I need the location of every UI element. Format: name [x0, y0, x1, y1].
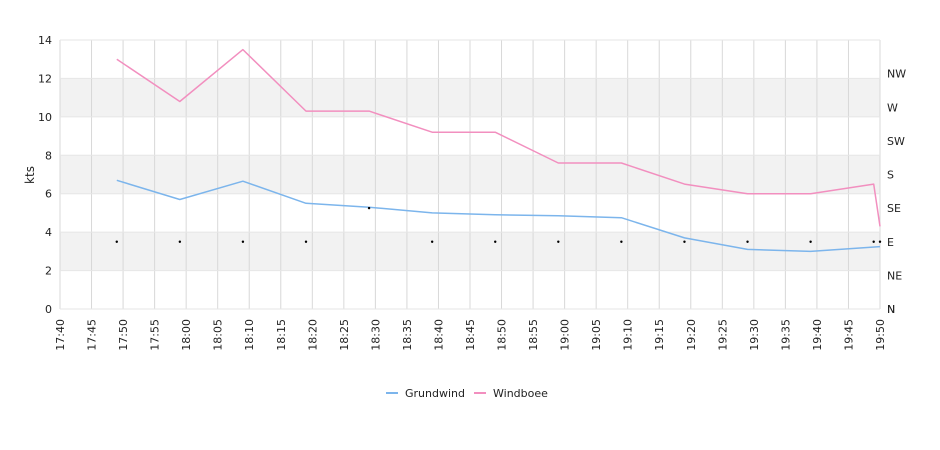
y-gridlines: [60, 39, 880, 310]
y-tick-label: 6: [45, 188, 52, 201]
y-tick-label: 8: [45, 149, 52, 162]
direction-point: [746, 240, 749, 243]
x-tick-label: 19:50: [874, 319, 887, 351]
direction-point: [878, 240, 882, 243]
x-tick-label: 18:45: [464, 319, 477, 351]
direction-tick-label: W: [887, 101, 898, 114]
x-axis-ticks: 17:40 17:45 17:50 17:55 18:00 18:05 18:10 18:15…: [54, 319, 887, 351]
x-tick-label: 19:15: [653, 319, 666, 351]
y-axis-left-ticks: 0 2 4 6 8 10 12 14: [38, 34, 52, 316]
x-tick-label: 17:55: [149, 319, 162, 351]
direction-point: [620, 240, 623, 243]
x-tick-label: 19:35: [779, 319, 792, 351]
x-tick-label: 19:10: [622, 319, 635, 351]
x-tick-label: 17:45: [86, 319, 99, 351]
direction-point: [367, 206, 371, 210]
y-tick-label: 10: [38, 111, 52, 124]
direction-tick-label: NW: [887, 68, 906, 81]
legend-item-windboee[interactable]: Windboee: [474, 387, 548, 400]
x-tick-label: 18:30: [369, 319, 382, 351]
x-tick-label: 19:30: [748, 319, 761, 351]
x-tick-label: 19:05: [590, 319, 603, 351]
direction-tick-label: N: [887, 303, 895, 316]
y-tick-label: 0: [45, 303, 52, 316]
y-tick-label: 14: [38, 34, 52, 47]
x-tick-label: 19:20: [685, 319, 698, 351]
x-gridlines: [59, 40, 881, 309]
x-tick-label: 18:40: [432, 319, 445, 351]
x-tick-label: 18:25: [338, 319, 351, 351]
direction-point: [115, 240, 118, 243]
x-tick-label: 17:40: [54, 319, 67, 351]
x-tick-label: 18:15: [275, 319, 288, 351]
x-tick-label: 19:45: [842, 319, 855, 351]
direction-point: [494, 240, 497, 243]
y-tick-label: 12: [38, 72, 52, 85]
x-tick-label: 19:25: [716, 319, 729, 351]
y-tick-label: 2: [45, 265, 52, 278]
y-axis-title: kts: [23, 166, 37, 184]
direction-point: [430, 240, 434, 243]
x-tick-label: 18:10: [243, 319, 256, 351]
direction-tick-label: E: [887, 236, 894, 249]
direction-point: [809, 240, 812, 243]
legend-label: Windboee: [493, 387, 548, 400]
direction-tick-label: N: [887, 303, 895, 316]
x-tick-label: 19:40: [811, 319, 824, 351]
x-tick-label: 18:55: [527, 319, 540, 351]
y-tick-label: 4: [45, 226, 52, 239]
x-tick-label: 19:00: [559, 319, 572, 351]
direction-point: [241, 240, 245, 243]
direction-point: [557, 240, 560, 243]
series-lines: [116, 48, 881, 253]
grundwind-line: [116, 179, 881, 253]
legend-item-grundwind[interactable]: Grundwind: [386, 387, 465, 400]
direction-point: [178, 240, 182, 243]
direction-markers: [115, 206, 882, 243]
legend: Grundwind Windboee: [386, 387, 548, 400]
x-tick-label: 18:05: [212, 319, 225, 351]
windboee-line: [116, 48, 881, 227]
direction-tick-label: SW: [887, 135, 905, 148]
direction-tick-label: NE: [887, 269, 902, 282]
direction-point: [872, 240, 875, 243]
x-tick-label: 18:35: [401, 319, 414, 351]
direction-point: [683, 240, 686, 243]
x-tick-label: 18:50: [496, 319, 509, 351]
legend-label: Grundwind: [405, 387, 465, 400]
direction-tick-label: SE: [887, 202, 901, 215]
x-tick-label: 18:00: [180, 319, 193, 351]
direction-point: [304, 240, 308, 243]
x-tick-label: 18:20: [306, 319, 319, 351]
direction-tick-label: S: [887, 169, 894, 182]
x-tick-label: 17:50: [117, 319, 130, 351]
